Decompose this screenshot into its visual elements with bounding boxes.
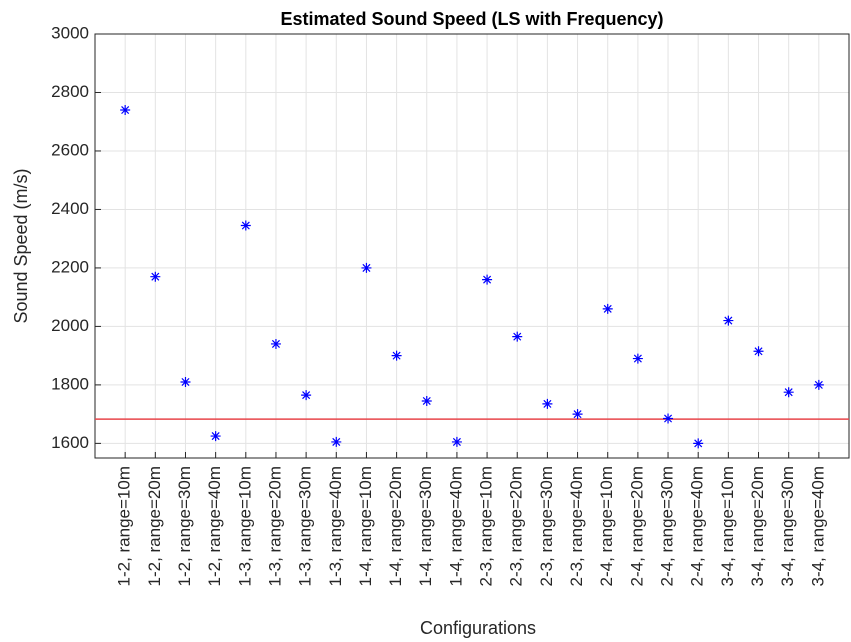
marker	[180, 376, 191, 387]
marker	[512, 331, 523, 342]
marker	[270, 338, 281, 349]
y-tick-label: 1600	[51, 433, 89, 452]
x-tick-label: 1-3, range=20m	[265, 466, 284, 587]
marker	[663, 413, 674, 424]
x-tick-label: 2-3, range=40m	[567, 466, 586, 587]
x-tick-label: 2-4, range=10m	[597, 466, 616, 587]
marker	[361, 262, 372, 273]
marker	[391, 350, 402, 361]
x-tick-label: 2-3, range=30m	[537, 466, 556, 587]
marker	[120, 105, 131, 116]
marker	[813, 379, 824, 390]
marker	[421, 395, 432, 406]
marker	[753, 346, 764, 357]
marker	[451, 436, 462, 447]
marker	[240, 220, 251, 231]
marker	[301, 390, 312, 401]
marker	[602, 303, 613, 314]
x-tick-label: 3-4, range=40m	[808, 466, 827, 587]
marker	[210, 431, 221, 442]
x-tick-label: 1-4, range=20m	[386, 466, 405, 587]
x-tick-label: 1-4, range=30m	[416, 466, 435, 587]
marker	[331, 436, 342, 447]
x-tick-label: 1-2, range=40m	[205, 466, 224, 587]
marker	[723, 315, 734, 326]
x-tick-label: 1-3, range=40m	[326, 466, 345, 587]
x-tick-label: 1-4, range=10m	[356, 466, 375, 587]
marker	[783, 387, 794, 398]
marker	[482, 274, 493, 285]
x-tick-label: 2-3, range=20m	[507, 466, 526, 587]
x-tick-label: 1-3, range=10m	[235, 466, 254, 587]
x-tick-label: 3-4, range=10m	[718, 466, 737, 587]
marker	[632, 353, 643, 364]
marker	[572, 409, 583, 420]
y-tick-label: 2200	[51, 257, 89, 276]
y-tick-label: 2400	[51, 199, 89, 218]
marker	[150, 271, 161, 282]
y-tick-label: 2000	[51, 316, 89, 335]
x-tick-label: 2-3, range=10m	[477, 466, 496, 587]
y-tick-label: 1800	[51, 374, 89, 393]
x-tick-label: 1-2, range=10m	[115, 466, 134, 587]
y-axis-label: Sound Speed (m/s)	[11, 168, 31, 323]
x-tick-label: 3-4, range=20m	[748, 466, 767, 587]
plot-frame	[94, 33, 850, 459]
x-tick-label: 1-2, range=30m	[175, 466, 194, 587]
x-tick-label: 1-3, range=30m	[296, 466, 315, 587]
x-tick-label: 2-4, range=40m	[688, 466, 707, 587]
y-tick-label: 2800	[51, 82, 89, 101]
marker	[542, 398, 553, 409]
x-axis-label: Configurations	[420, 618, 536, 638]
marker	[693, 438, 704, 449]
x-tick-label: 2-4, range=30m	[658, 466, 677, 587]
x-tick-label: 2-4, range=20m	[627, 466, 646, 587]
y-tick-label: 3000	[51, 23, 89, 42]
chart-title: Estimated Sound Speed (LS with Frequency…	[280, 9, 663, 29]
y-tick-label: 2600	[51, 140, 89, 159]
x-tick-label: 3-4, range=30m	[778, 466, 797, 587]
x-tick-label: 1-2, range=20m	[145, 466, 164, 587]
x-tick-label: 1-4, range=40m	[446, 466, 465, 586]
